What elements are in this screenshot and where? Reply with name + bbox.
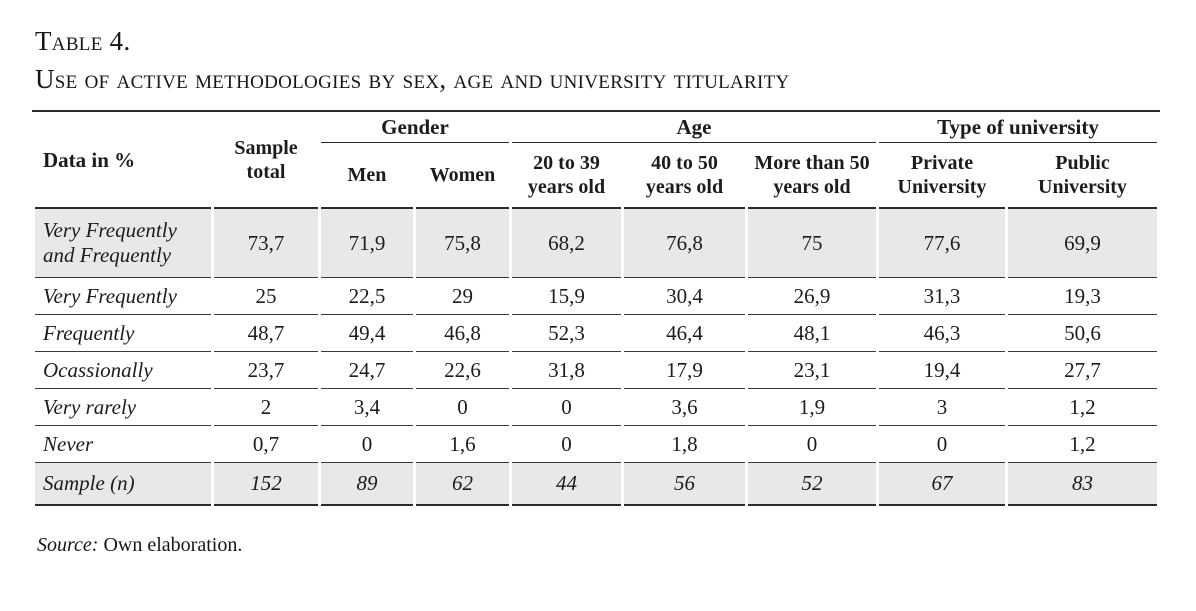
value-cell: 83	[1008, 463, 1157, 506]
value-cell: 22,5	[321, 278, 413, 315]
data-table: Data in % Sample total Gender Age Type o…	[32, 110, 1160, 506]
value-cell: 0	[748, 426, 876, 463]
value-cell: 0	[321, 426, 413, 463]
column-header-data-in-percent: Data in %	[35, 112, 211, 209]
value-cell: 23,7	[214, 352, 318, 389]
value-cell: 22,6	[416, 352, 509, 389]
table-row-very-frequently: Very Frequently 25 22,5 29 15,9 30,4 26,…	[35, 278, 1157, 315]
sub-header-row: Men Women 20 to 39 years old 40 to 50 ye…	[35, 143, 1157, 209]
table-body: Very Frequently and Frequently 73,7 71,9…	[35, 209, 1157, 506]
group-header-row: Data in % Sample total Gender Age Type o…	[35, 112, 1157, 209]
value-cell: 48,7	[214, 315, 318, 352]
value-cell: 26,9	[748, 278, 876, 315]
value-cell: 76,8	[624, 209, 745, 278]
value-cell: 1,2	[1008, 389, 1157, 426]
value-cell: 24,7	[321, 352, 413, 389]
table-header: Data in % Sample total Gender Age Type o…	[35, 112, 1157, 209]
value-cell: 3,4	[321, 389, 413, 426]
value-cell: 27,7	[1008, 352, 1157, 389]
value-cell: 19,4	[879, 352, 1005, 389]
value-cell: 52	[748, 463, 876, 506]
row-label: Frequently	[35, 315, 211, 352]
value-cell: 69,9	[1008, 209, 1157, 278]
value-cell: 52,3	[512, 315, 621, 352]
column-header-men: Men	[321, 143, 413, 209]
value-cell: 17,9	[624, 352, 745, 389]
value-cell: 75	[748, 209, 876, 278]
table-row-sample-n: Sample (n) 152 89 62 44 56 52 67 83	[35, 463, 1157, 506]
row-label: Very rarely	[35, 389, 211, 426]
value-cell: 30,4	[624, 278, 745, 315]
value-cell: 56	[624, 463, 745, 506]
value-cell: 15,9	[512, 278, 621, 315]
value-cell: 3,6	[624, 389, 745, 426]
table-row-ocassionally: Ocassionally 23,7 24,7 22,6 31,8 17,9 23…	[35, 352, 1157, 389]
value-cell: 46,3	[879, 315, 1005, 352]
source-text: Own elaboration.	[103, 534, 243, 556]
source-label: Source:	[37, 534, 99, 556]
table-row-very-frequently-and-frequently: Very Frequently and Frequently 73,7 71,9…	[35, 209, 1157, 278]
value-cell: 31,8	[512, 352, 621, 389]
value-cell: 75,8	[416, 209, 509, 278]
value-cell: 1,8	[624, 426, 745, 463]
value-cell: 0	[512, 389, 621, 426]
value-cell: 71,9	[321, 209, 413, 278]
value-cell: 23,1	[748, 352, 876, 389]
value-cell: 73,7	[214, 209, 318, 278]
row-label: Sample (n)	[35, 463, 211, 506]
group-header-type-of-university: Type of university	[879, 112, 1157, 143]
group-header-age: Age	[512, 112, 876, 143]
value-cell: 1,6	[416, 426, 509, 463]
value-cell: 67	[879, 463, 1005, 506]
value-cell: 152	[214, 463, 318, 506]
row-label: Very Frequently	[35, 278, 211, 315]
row-label: Never	[35, 426, 211, 463]
group-header-gender: Gender	[321, 112, 509, 143]
table-row-very-rarely: Very rarely 2 3,4 0 0 3,6 1,9 3 1,2	[35, 389, 1157, 426]
source-note: Source: Own elaboration.	[37, 534, 1163, 557]
value-cell: 1,9	[748, 389, 876, 426]
value-cell: 0	[512, 426, 621, 463]
value-cell: 46,4	[624, 315, 745, 352]
column-header-40-to-50: 40 to 50 years old	[624, 143, 745, 209]
column-header-more-than-50: More than 50 years old	[748, 143, 876, 209]
value-cell: 29	[416, 278, 509, 315]
value-cell: 50,6	[1008, 315, 1157, 352]
row-label: Very Frequently and Frequently	[35, 209, 211, 278]
table-number: Table 4.	[35, 26, 131, 56]
value-cell: 25	[214, 278, 318, 315]
value-cell: 2	[214, 389, 318, 426]
value-cell: 1,2	[1008, 426, 1157, 463]
row-label: Ocassionally	[35, 352, 211, 389]
value-cell: 0	[879, 426, 1005, 463]
value-cell: 46,8	[416, 315, 509, 352]
table-row-never: Never 0,7 0 1,6 0 1,8 0 0 1,2	[35, 426, 1157, 463]
value-cell: 68,2	[512, 209, 621, 278]
value-cell: 0,7	[214, 426, 318, 463]
column-header-private-university: Private University	[879, 143, 1005, 209]
column-header-public-university: Public University	[1008, 143, 1157, 209]
value-cell: 31,3	[879, 278, 1005, 315]
value-cell: 49,4	[321, 315, 413, 352]
table-row-frequently: Frequently 48,7 49,4 46,8 52,3 46,4 48,1…	[35, 315, 1157, 352]
value-cell: 19,3	[1008, 278, 1157, 315]
column-header-sample-total: Sample total	[214, 112, 318, 209]
column-header-women: Women	[416, 143, 509, 209]
value-cell: 62	[416, 463, 509, 506]
value-cell: 0	[416, 389, 509, 426]
column-header-20-to-39: 20 to 39 years old	[512, 143, 621, 209]
value-cell: 89	[321, 463, 413, 506]
table-caption: Use of active methodologies by sex, age …	[35, 64, 790, 94]
value-cell: 3	[879, 389, 1005, 426]
value-cell: 48,1	[748, 315, 876, 352]
value-cell: 77,6	[879, 209, 1005, 278]
value-cell: 44	[512, 463, 621, 506]
